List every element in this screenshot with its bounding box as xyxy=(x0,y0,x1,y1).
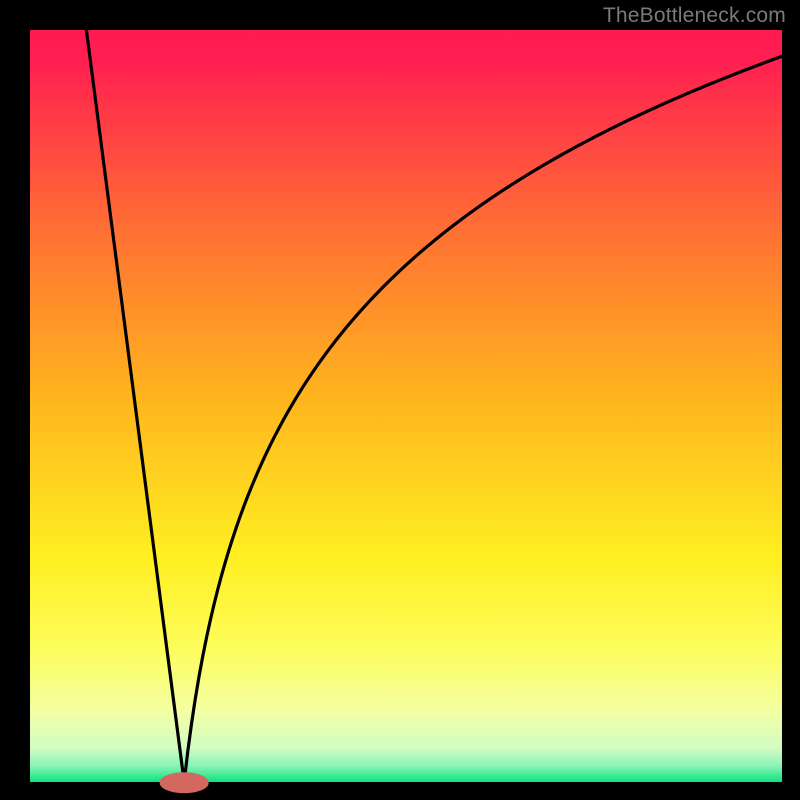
bottleneck-chart-svg xyxy=(0,0,800,800)
watermark-label: TheBottleneck.com xyxy=(603,4,786,28)
bottleneck-marker xyxy=(160,773,208,793)
chart-container: TheBottleneck.com xyxy=(0,0,800,800)
plot-area xyxy=(30,30,782,782)
